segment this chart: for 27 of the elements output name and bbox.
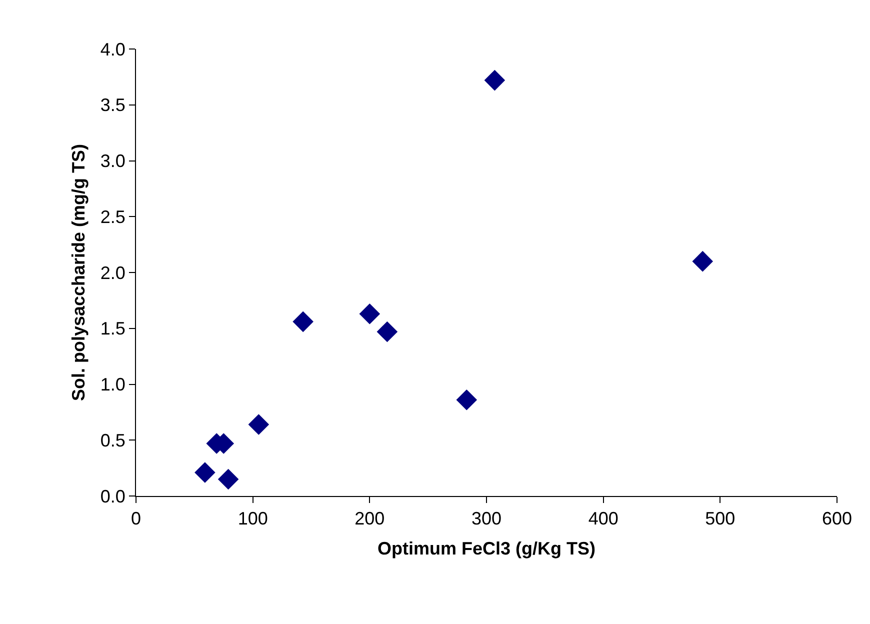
x-tick-label: 400 <box>588 508 618 529</box>
x-tick-label: 100 <box>238 508 268 529</box>
x-tick-label: 200 <box>354 508 385 529</box>
point <box>218 468 239 490</box>
y-tick-label: 1.5 <box>100 318 126 339</box>
y-tick-label: 0.0 <box>100 486 126 506</box>
y-tick-label: 3.5 <box>100 95 126 116</box>
point <box>248 414 270 435</box>
x-axis-title: Optimum FeCl3 (g/Kg TS) <box>378 538 596 559</box>
point <box>456 390 478 410</box>
y-axis-title: Sol. polysaccharide (mg/g TS) <box>68 144 89 402</box>
y-tick-label: 1.0 <box>100 374 126 395</box>
y-tick-label: 4.0 <box>100 39 126 60</box>
y-tick-label: 2.0 <box>100 262 126 283</box>
x-tick-label: 500 <box>705 508 736 529</box>
x-tick-label: 300 <box>471 508 502 529</box>
point <box>376 321 398 342</box>
point <box>292 311 314 332</box>
point <box>692 250 714 272</box>
y-tick-label: 0.5 <box>100 430 126 450</box>
point <box>484 70 506 91</box>
point <box>194 462 216 483</box>
x-tick-label: 0 <box>130 508 142 529</box>
point <box>359 303 380 324</box>
y-tick-label: 2.5 <box>100 206 126 227</box>
y-tick-label: 3.0 <box>100 151 126 172</box>
x-tick-label: 600 <box>822 508 852 529</box>
